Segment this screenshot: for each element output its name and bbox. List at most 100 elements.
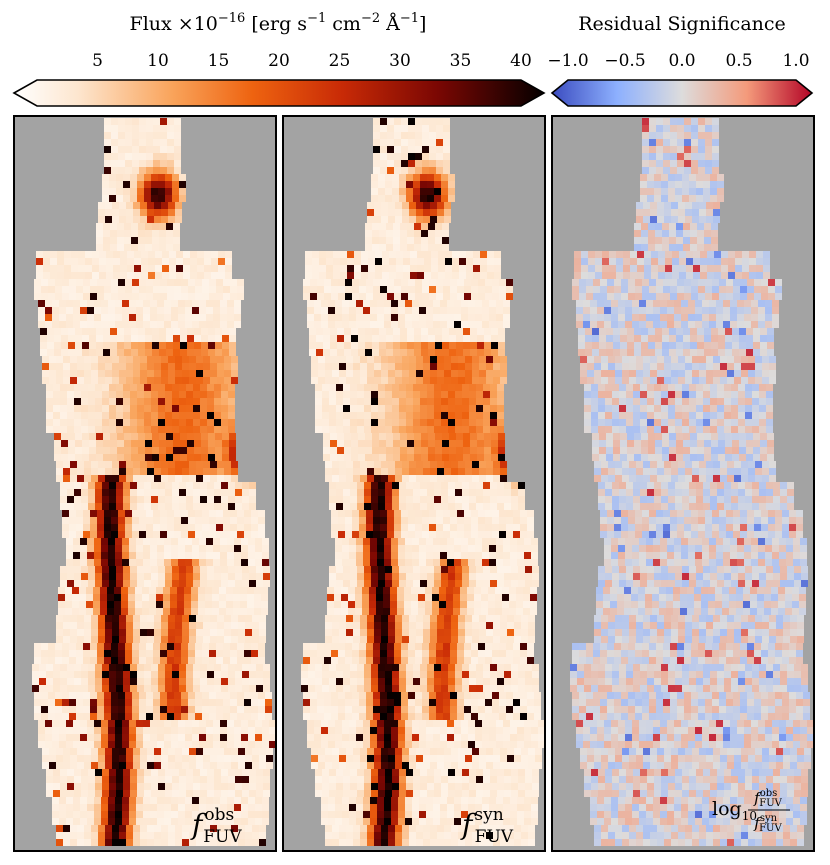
observed-flux-map-pixel: [181, 699, 188, 706]
observed-flux-map-pixel: [166, 447, 173, 454]
observed-flux-map-pixel: [133, 356, 140, 363]
observed-flux-map-pixel: [109, 405, 116, 412]
observed-flux-map-pixel: [137, 503, 144, 510]
observed-flux-map-pixel: [263, 769, 270, 776]
synthetic-flux-map-pixel: [495, 601, 502, 608]
observed-flux-map-pixel: [129, 734, 136, 741]
synthetic-flux-map-pixel: [530, 594, 537, 601]
observed-flux-map-pixel: [97, 643, 104, 650]
synthetic-flux-map-pixel: [470, 454, 477, 461]
synthetic-flux-map-pixel: [513, 531, 520, 538]
synthetic-flux-map-pixel: [483, 398, 490, 405]
observed-flux-map-pixel: [210, 468, 217, 475]
observed-flux-map-pixel: [164, 321, 171, 328]
synthetic-flux-map-pixel: [449, 328, 456, 335]
observed-flux-map-pixel: [151, 398, 158, 405]
synthetic-flux-map-pixel: [322, 671, 329, 678]
synthetic-flux-map-pixel: [360, 622, 367, 629]
observed-flux-map-pixel: [165, 398, 172, 405]
observed-flux-map-pixel: [122, 538, 129, 545]
observed-flux-map-pixel: [209, 643, 216, 650]
synthetic-flux-map-pixel: [343, 678, 350, 685]
observed-flux-map-pixel: [221, 671, 228, 678]
synthetic-flux-map-pixel: [469, 419, 476, 426]
synthetic-flux-map-pixel: [318, 377, 325, 384]
observed-flux-map-pixel: [193, 503, 200, 510]
observed-flux-map-pixel: [112, 615, 119, 622]
synthetic-flux-map-pixel: [349, 307, 356, 314]
observed-flux-map-pixel: [221, 573, 228, 580]
synthetic-flux-map-pixel: [380, 279, 387, 286]
observed-flux-map-pixel: [209, 293, 216, 300]
synthetic-flux-map-pixel: [484, 328, 491, 335]
synthetic-flux-map-pixel: [427, 664, 434, 671]
synthetic-flux-map-pixel: [364, 573, 371, 580]
observed-flux-map-pixel: [216, 517, 223, 524]
synthetic-flux-map-pixel: [378, 503, 385, 510]
synthetic-flux-map-pixel: [462, 426, 469, 433]
synthetic-flux-map-pixel: [476, 496, 483, 503]
observed-flux-map-pixel: [231, 629, 238, 636]
observed-flux-map-pixel: [73, 741, 80, 748]
synthetic-flux-map-pixel: [442, 342, 449, 349]
observed-flux-map-pixel: [177, 594, 184, 601]
synthetic-flux-map-pixel: [305, 258, 312, 265]
observed-flux-map-pixel: [192, 811, 199, 818]
synthetic-flux-map-pixel: [400, 335, 407, 342]
synthetic-flux-map-pixel: [441, 482, 448, 489]
observed-flux-map-pixel: [73, 552, 80, 559]
observed-flux-map-pixel: [248, 720, 255, 727]
observed-flux-map-pixel: [188, 692, 195, 699]
synthetic-flux-map-pixel: [372, 433, 379, 440]
synthetic-flux-map-pixel: [455, 580, 462, 587]
synthetic-flux-map-pixel: [371, 671, 378, 678]
synthetic-flux-map-pixel: [486, 370, 493, 377]
observed-flux-map-pixel: [41, 643, 48, 650]
synthetic-flux-map-pixel: [491, 433, 498, 440]
synthetic-flux-map-pixel: [481, 608, 488, 615]
synthetic-flux-map-pixel: [442, 454, 449, 461]
observed-flux-map-pixel: [143, 300, 150, 307]
synthetic-flux-map-pixel: [367, 377, 374, 384]
synthetic-flux-map-pixel: [393, 328, 400, 335]
observed-flux-map-pixel: [258, 531, 265, 538]
synthetic-flux-map-pixel: [367, 370, 374, 377]
observed-flux-map-pixel: [112, 832, 119, 839]
observed-flux-map-pixel: [179, 580, 186, 587]
observed-flux-map-pixel: [164, 314, 171, 321]
observed-flux-map-pixel: [202, 657, 209, 664]
observed-flux-map-pixel: [200, 482, 207, 489]
synthetic-flux-map-pixel: [343, 419, 350, 426]
synthetic-flux-map-pixel: [346, 461, 353, 468]
observed-flux-map-pixel: [125, 286, 132, 293]
observed-flux-map-pixel: [56, 356, 63, 363]
observed-flux-map-pixel: [146, 713, 153, 720]
observed-flux-map-pixel: [210, 356, 217, 363]
synthetic-flux-map-pixel: [466, 251, 473, 258]
observed-flux-map-pixel: [136, 797, 143, 804]
synthetic-flux-map-pixel: [396, 265, 403, 272]
synthetic-flux-map-pixel: [321, 321, 328, 328]
synthetic-flux-map-pixel: [334, 587, 341, 594]
synthetic-flux-map-pixel: [364, 391, 371, 398]
observed-flux-map-pixel: [220, 321, 227, 328]
synthetic-flux-map-pixel: [356, 538, 363, 545]
observed-flux-map-pixel: [251, 643, 258, 650]
synthetic-flux-map-pixel: [427, 405, 434, 412]
synthetic-flux-map-pixel: [434, 384, 441, 391]
synthetic-flux-map-pixel: [499, 657, 506, 664]
observed-flux-map-pixel: [74, 412, 81, 419]
synthetic-flux-map-pixel: [357, 405, 364, 412]
observed-flux-map-pixel: [208, 433, 215, 440]
synthetic-flux-map-pixel: [428, 433, 435, 440]
observed-flux-map-pixel: [116, 671, 123, 678]
observed-flux-map-pixel: [218, 265, 225, 272]
observed-flux-map-pixel: [136, 307, 143, 314]
synthetic-flux-map-pixel: [395, 468, 402, 475]
synthetic-flux-map-pixel: [330, 335, 337, 342]
observed-flux-map-pixel: [185, 552, 192, 559]
observed-flux-map-pixel: [167, 279, 174, 286]
synthetic-flux-map-pixel: [436, 286, 443, 293]
observed-flux-map-pixel: [251, 531, 258, 538]
observed-flux-map-pixel: [88, 685, 95, 692]
